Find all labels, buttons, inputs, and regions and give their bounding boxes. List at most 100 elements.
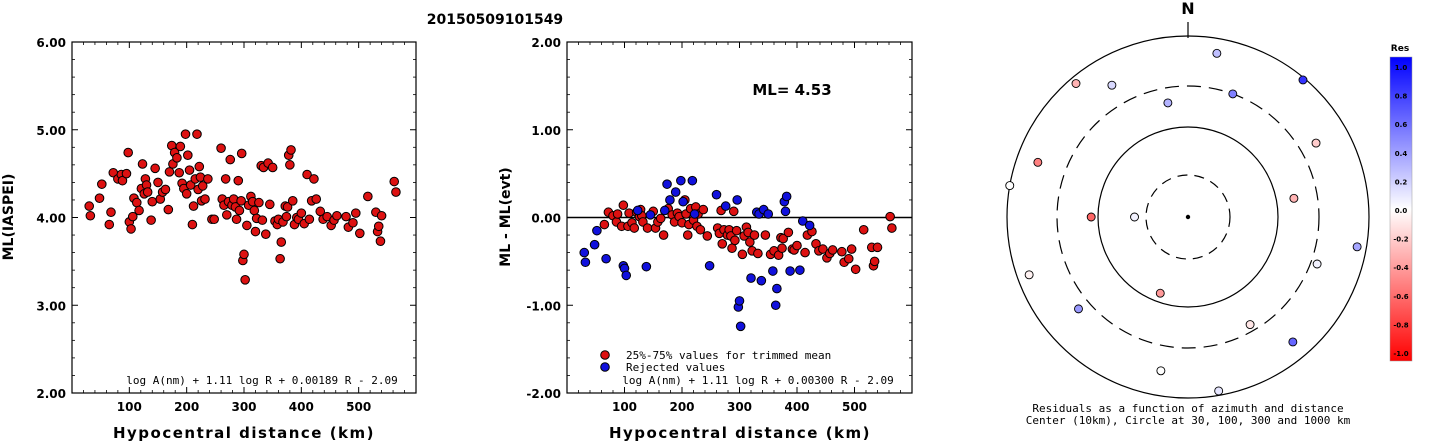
rejected-data-point bbox=[665, 195, 675, 205]
data-point bbox=[94, 193, 105, 203]
data-point bbox=[850, 264, 861, 275]
data-point bbox=[257, 215, 268, 225]
rejected-data-point bbox=[797, 216, 808, 226]
colorbar-tick-label: -0.2 bbox=[1393, 236, 1408, 244]
data-point bbox=[728, 206, 739, 217]
rejected-data-point bbox=[795, 265, 805, 275]
rejected-data-point bbox=[580, 257, 591, 268]
residual-vs-distance-xlabel: Hypocentral distance (km) bbox=[609, 424, 871, 441]
station-residual-point bbox=[1298, 75, 1308, 85]
data-point bbox=[837, 246, 847, 257]
data-point bbox=[260, 229, 271, 239]
legend: 25%-75% values for trimmed mean Rejected… bbox=[600, 349, 831, 374]
station-residual-point bbox=[1163, 98, 1173, 108]
rejected-data-point bbox=[763, 209, 774, 219]
data-point bbox=[275, 253, 285, 264]
rejected-data-point bbox=[678, 196, 688, 207]
data-point bbox=[216, 143, 226, 153]
y-tick-label: 4.00 bbox=[36, 212, 66, 226]
data-point bbox=[655, 213, 666, 224]
ml-vs-distance-xlabel: Hypocentral distance (km) bbox=[113, 424, 375, 441]
data-point bbox=[234, 205, 245, 216]
data-point bbox=[872, 242, 883, 253]
data-point bbox=[800, 247, 810, 258]
x-tick-label: 200 bbox=[174, 400, 199, 414]
data-point bbox=[348, 217, 358, 228]
data-point bbox=[760, 230, 771, 240]
data-point bbox=[174, 167, 185, 178]
ml-vs-distance-plot-frame bbox=[71, 41, 417, 394]
station-residual-point bbox=[1156, 366, 1166, 376]
station-residual-point bbox=[1033, 157, 1043, 167]
station-residual-point bbox=[1005, 181, 1015, 191]
rejected-data-point bbox=[785, 266, 795, 276]
data-point bbox=[745, 237, 755, 247]
data-point bbox=[285, 160, 295, 170]
data-point bbox=[737, 249, 748, 260]
y-tick-label: 1.00 bbox=[531, 124, 561, 138]
data-point bbox=[153, 177, 163, 188]
station-residual-point bbox=[1074, 304, 1083, 314]
data-point bbox=[242, 220, 252, 231]
colorbar-tick-label: 0.6 bbox=[1395, 121, 1408, 129]
residual-vs-distance-ylabel: ML - ML(evt) bbox=[498, 167, 514, 266]
rejected-data-point bbox=[734, 296, 745, 306]
data-point bbox=[376, 210, 387, 221]
data-point bbox=[117, 175, 128, 186]
data-point bbox=[97, 179, 107, 189]
event-magnitude-annotation: ML= 4.53 bbox=[752, 81, 831, 99]
rejected-data-point bbox=[621, 270, 632, 281]
data-point bbox=[373, 221, 384, 232]
data-point bbox=[309, 174, 319, 184]
rejected-data-point bbox=[589, 239, 600, 250]
residual-colorbar: Res 1.0 0.8 0.6 0.4 0.2 0.0 -0.2 -0.4 -0.6 -0.8 -1… bbox=[1389, 44, 1413, 362]
rejected-data-point bbox=[632, 205, 643, 216]
rejected-data-point bbox=[670, 187, 681, 197]
legend-marker-trimmed bbox=[600, 350, 610, 360]
data-point bbox=[869, 256, 880, 267]
x-tick-label: 500 bbox=[346, 400, 371, 414]
data-point bbox=[281, 211, 292, 222]
data-point bbox=[698, 204, 709, 215]
data-point bbox=[827, 245, 838, 255]
data-point bbox=[147, 196, 158, 207]
data-point bbox=[225, 154, 236, 165]
data-point bbox=[341, 211, 351, 222]
data-point bbox=[727, 243, 737, 254]
y-tick-label: 2.00 bbox=[36, 387, 66, 401]
ring-1000km bbox=[1006, 35, 1370, 399]
data-point bbox=[192, 129, 202, 139]
data-point bbox=[209, 214, 219, 225]
x-tick-label: 300 bbox=[231, 400, 256, 414]
data-point bbox=[846, 244, 857, 254]
data-point bbox=[287, 196, 298, 206]
data-point bbox=[749, 230, 760, 240]
data-point bbox=[843, 253, 854, 264]
data-point bbox=[792, 240, 802, 251]
station-residual-point bbox=[1024, 270, 1034, 280]
colorbar-tick-label: -0.4 bbox=[1393, 264, 1408, 272]
rejected-data-point bbox=[704, 260, 715, 271]
data-point bbox=[276, 237, 287, 247]
x-tick-label: 100 bbox=[612, 400, 637, 414]
data-point bbox=[146, 215, 156, 225]
data-point bbox=[131, 197, 142, 208]
station-residual-point bbox=[1212, 48, 1222, 58]
colorbar-title: Res bbox=[1391, 44, 1409, 54]
data-point bbox=[302, 169, 312, 180]
data-point bbox=[282, 202, 293, 212]
data-point bbox=[885, 211, 895, 222]
rejected-data-point bbox=[687, 175, 698, 186]
rejected-data-point bbox=[746, 273, 756, 283]
ring-30km bbox=[1145, 174, 1231, 260]
colorbar-gradient bbox=[1389, 56, 1413, 362]
rejected-data-point bbox=[804, 220, 815, 231]
rejected-data-point bbox=[735, 321, 746, 332]
rejected-data-point bbox=[662, 179, 672, 189]
data-point bbox=[296, 208, 307, 218]
data-point bbox=[180, 129, 191, 139]
center-dot bbox=[1185, 214, 1191, 220]
data-point bbox=[84, 201, 94, 211]
x-tick-label: 500 bbox=[842, 400, 867, 414]
colorbar-tick-label: 0.8 bbox=[1395, 93, 1408, 101]
